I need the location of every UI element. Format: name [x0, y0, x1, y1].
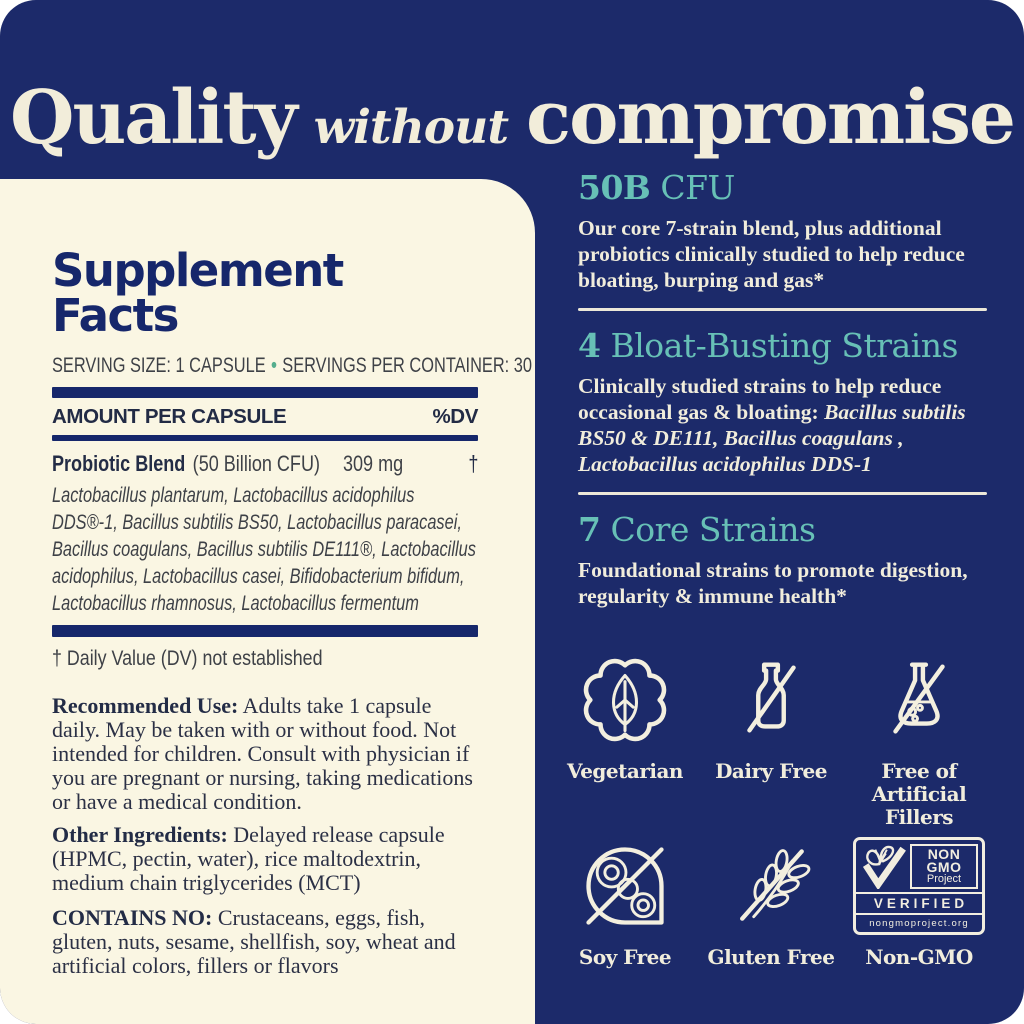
highlight-cfu-title: CFU: [650, 168, 735, 207]
divider-bar-thick2: [52, 625, 478, 637]
contains-no-paragraph: CONTAINS NO: Crustaceans, eggs, fish, gl…: [52, 906, 478, 978]
highlight-cfu-body: Our core 7-strain blend, plus additional…: [578, 216, 965, 292]
badge-label: Free of Artificial Fillers: [871, 759, 967, 829]
blend-amount: 309 mg: [342, 451, 404, 476]
highlight-core-body: Foundational strains to promote digestio…: [578, 558, 968, 608]
soy-pod-slash-icon: [586, 847, 664, 925]
badge-row-2: Soy Free Gluten Free: [552, 834, 994, 969]
recommended-use-paragraph: Recommended Use: Adults take 1 capsule d…: [52, 694, 478, 814]
section-rule: [578, 308, 987, 311]
badge-soy-free: Soy Free: [552, 834, 698, 969]
dv-footnote: † Daily Value (DV) not established: [52, 647, 323, 670]
divider-bar-thin: [52, 435, 478, 441]
highlight-cfu-number: 50B: [578, 168, 651, 207]
contains-no-label: CONTAINS NO:: [52, 905, 213, 930]
amount-header-row: AMOUNT PER CAPSULE %DV: [52, 405, 478, 429]
highlight-bloat-strains: Bacillus subtilis BS50 & DE111, Bacillus…: [578, 400, 966, 476]
recommended-use-text: Adults take 1 capsule daily. May be take…: [52, 693, 473, 814]
badge-label: Vegetarian: [567, 759, 683, 783]
strain-list: Lactobacillus plantarum, Lactobacillus a…: [52, 484, 476, 615]
highlight-bloat-busting: 4 Bloat-Busting Strains Clinically studi…: [578, 328, 987, 477]
highlight-core-strains: 7 Core Strains Foundational strains to p…: [578, 512, 987, 609]
non-gmo-url: nongmoproject.org: [869, 918, 969, 929]
vegetarian-leaf-icon: [583, 658, 667, 742]
badge-artificial-fillers: Free of Artificial Fillers: [844, 648, 994, 829]
badge-label: Gluten Free: [707, 945, 835, 969]
non-gmo-project-wordmark: NON GMO Project: [910, 843, 978, 889]
divider-bar-thick: [52, 387, 478, 398]
highlight-bloat-title: Bloat-Busting Strains: [600, 326, 958, 365]
blend-dv-dagger: †: [468, 451, 479, 476]
other-ingredients-text: Delayed release capsule (HPMC, pectin, w…: [52, 822, 445, 895]
badge-gluten-free: Gluten Free: [698, 834, 844, 969]
separator-dot: •: [271, 354, 277, 377]
other-ingredients-label: Other Ingredients:: [52, 822, 228, 847]
probiotic-blend-row: Probiotic Blend (50 Billion CFU) 309 mg …: [52, 451, 478, 477]
badge-vegetarian: Vegetarian: [552, 648, 698, 829]
recommended-use-label: Recommended Use:: [52, 693, 239, 718]
non-gmo-project-seal: NON GMO Project VERIFIED nongmoproject.o…: [853, 837, 985, 935]
badge-label: Dairy Free: [715, 759, 827, 783]
headline: Quality without compromise: [9, 75, 1016, 161]
badge-dairy-free: Dairy Free: [698, 648, 844, 829]
blend-cfu: (50 Billion CFU): [192, 451, 320, 476]
highlight-core-title: Core Strains: [600, 510, 816, 549]
wheat-slash-icon: [740, 849, 811, 921]
serving-size: SERVING SIZE: 1 CAPSULE: [52, 354, 266, 377]
contains-no-text: Crustaceans, eggs, fish, gluten, nuts, s…: [52, 905, 456, 978]
supplement-facts-title: Supplement Facts: [52, 244, 344, 342]
highlight-core-number: 7: [578, 510, 601, 549]
flask-slash-icon: [893, 662, 945, 734]
verified-text: VERIFIED: [856, 892, 982, 915]
highlight-cfu: 50B CFU Our core 7-strain blend, plus ad…: [578, 170, 987, 293]
milk-bottle-slash-icon: [747, 662, 796, 733]
supplement-facts-panel: Supplement Facts SERVING SIZE: 1 CAPSULE…: [0, 179, 535, 1024]
highlight-bloat-number: 4: [578, 326, 601, 365]
percent-dv-label: %DV: [432, 405, 478, 428]
badge-label: Soy Free: [578, 945, 672, 969]
blend-name: Probiotic Blend: [52, 451, 186, 476]
badge-row-1: Vegetarian Dairy Free Free of Artificial…: [552, 648, 994, 829]
badge-label: Non-GMO: [865, 945, 973, 969]
other-ingredients-paragraph: Other Ingredients: Delayed release capsu…: [52, 823, 478, 895]
highlights-column: 50B CFU Our core 7-strain blend, plus ad…: [578, 170, 987, 609]
badge-non-gmo: NON GMO Project VERIFIED nongmoproject.o…: [844, 834, 994, 969]
servings-per-container: SERVINGS PER CONTAINER: 30: [282, 354, 532, 377]
amount-per-capsule-label: AMOUNT PER CAPSULE: [52, 405, 287, 428]
butterfly-checkmark-icon: [862, 845, 906, 889]
highlight-bloat-body: Clinically studied strains to help reduc…: [578, 374, 942, 424]
section-rule: [578, 492, 987, 495]
serving-size-line: SERVING SIZE: 1 CAPSULE • SERVINGS PER CON…: [52, 354, 532, 378]
